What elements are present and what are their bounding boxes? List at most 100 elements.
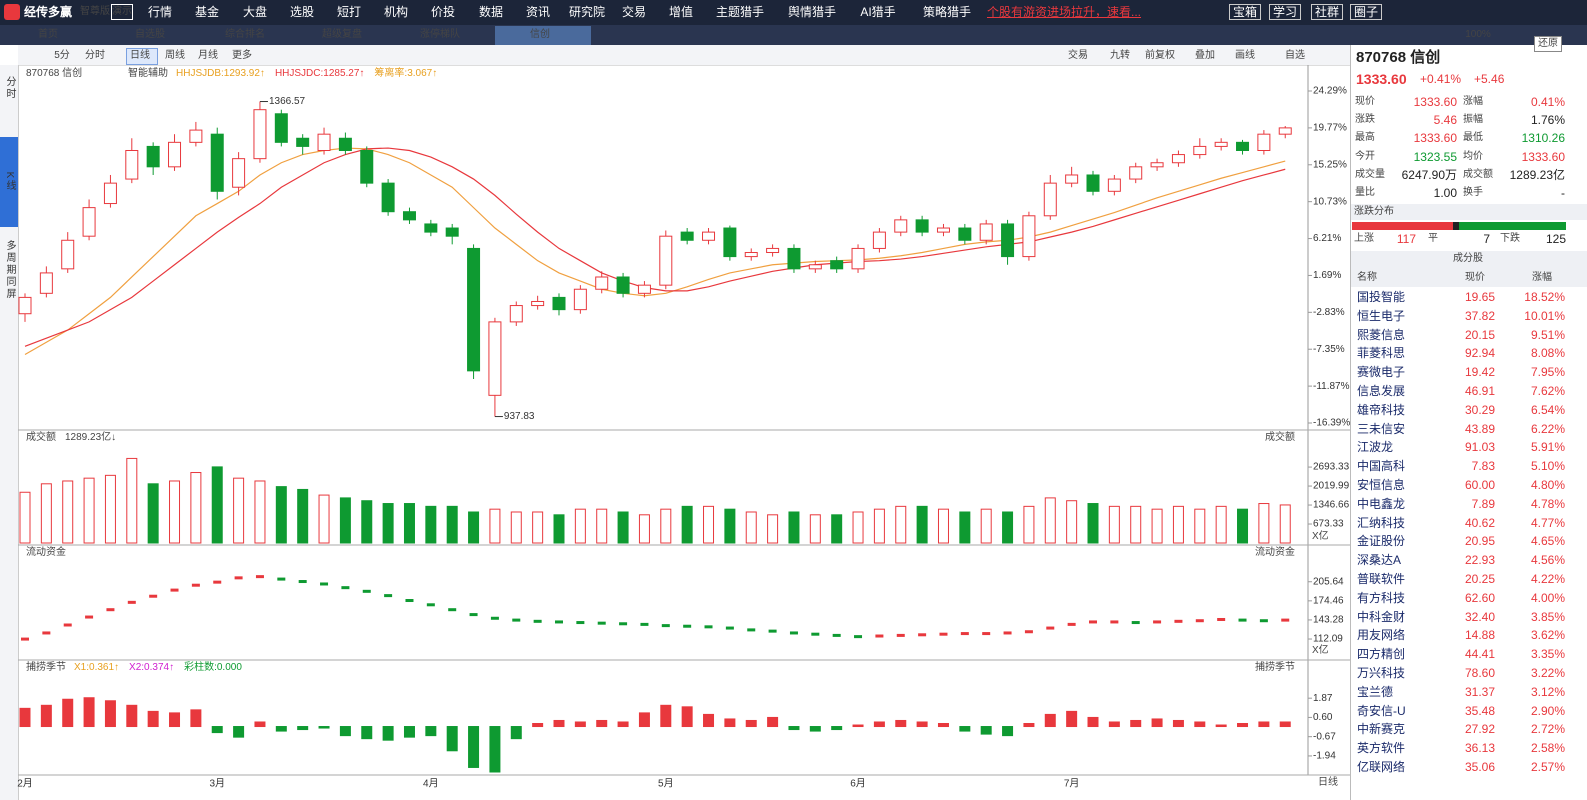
menu-item[interactable]: 大盘: [242, 5, 268, 19]
candle-body: [830, 260, 844, 270]
candle-body: [766, 247, 780, 254]
stock-change: 9.51%: [1530, 327, 1565, 342]
stock-name[interactable]: 普联软件: [1357, 572, 1406, 586]
stock-name[interactable]: 信息发展: [1357, 384, 1406, 398]
active-tab[interactable]: [495, 26, 591, 45]
period-button[interactable]: 分时: [85, 50, 105, 61]
period-button[interactable]: 5分: [54, 50, 70, 61]
stock-name[interactable]: 深桑达A: [1357, 553, 1402, 568]
stock-name[interactable]: 用友网络: [1357, 628, 1406, 643]
candle-body: [189, 129, 203, 143]
menu-item[interactable]: 价投: [430, 5, 456, 19]
stock-name[interactable]: 三未信安: [1357, 421, 1406, 436]
bar: [19, 707, 31, 728]
quote-label: 换手: [1463, 187, 1483, 198]
tool-button[interactable]: 前复权: [1145, 50, 1175, 61]
bar: [233, 726, 245, 738]
y-tick-label: 673.33: [1313, 519, 1344, 530]
bar: [574, 508, 586, 544]
stock-name[interactable]: 中科金财: [1357, 609, 1406, 624]
menu-item[interactable]: 机构: [383, 5, 409, 19]
tool-button[interactable]: 画线: [1235, 50, 1255, 61]
stock-name[interactable]: 汇纳科技: [1357, 515, 1406, 530]
stock-name[interactable]: 熙菱信息: [1357, 327, 1406, 342]
y-tick-label: 6.21%: [1313, 233, 1341, 244]
y-tick-label: 0.60: [1313, 712, 1333, 723]
tab[interactable]: 涨停梯队: [420, 29, 460, 40]
selected-period[interactable]: [126, 48, 158, 65]
tab[interactable]: 自选股: [135, 29, 165, 40]
tool-button[interactable]: 九转: [1110, 50, 1130, 61]
stock-name[interactable]: 国投智能: [1357, 290, 1406, 304]
period-button[interactable]: 更多: [232, 50, 252, 61]
menu-item[interactable]: 基金: [194, 5, 220, 19]
menu-item[interactable]: 舆情猎手: [787, 5, 837, 19]
menu-item[interactable]: 增值: [668, 5, 694, 19]
stock-name[interactable]: 中国高科: [1357, 459, 1406, 474]
period-button[interactable]: 月线: [198, 50, 218, 61]
flow-dot: [918, 633, 927, 637]
menu-item[interactable]: 短打: [336, 5, 362, 19]
stock-name[interactable]: 中新赛克: [1357, 722, 1406, 737]
candle-body: [1171, 154, 1185, 164]
menu-item[interactable]: 研究院: [568, 5, 606, 19]
tool-button[interactable]: 交易: [1068, 50, 1088, 61]
stock-name[interactable]: 万兴科技: [1357, 666, 1406, 680]
menu-item[interactable]: 行情: [147, 5, 173, 19]
notice[interactable]: 个股有游资进场拉升，速看...: [987, 5, 1142, 19]
stock-name[interactable]: 四方精创: [1357, 647, 1406, 662]
tab[interactable]: 信创: [530, 29, 550, 40]
flow-dot: [619, 622, 628, 626]
chart: 24.29% 19.77% 15.25% 10.73% 6.21% 1.69% -2.83%…: [17, 65, 1350, 790]
menu-item[interactable]: 数据: [478, 5, 504, 19]
flow-dot: [63, 623, 72, 627]
restore-tooltip[interactable]: 还原: [1534, 36, 1562, 52]
stock-change: 2.58%: [1530, 741, 1565, 756]
top-button[interactable]: 学习: [1268, 4, 1302, 20]
tool-button[interactable]: 自选: [1285, 50, 1305, 61]
candle-body: [872, 231, 886, 249]
stock-name[interactable]: 奇安信-U: [1357, 703, 1406, 718]
candle-body: [1257, 133, 1271, 151]
tool-button[interactable]: 叠加: [1195, 50, 1215, 61]
bar: [1237, 722, 1249, 728]
menu-item[interactable]: 交易: [621, 5, 647, 19]
stock-name[interactable]: 宝兰德: [1357, 684, 1394, 699]
stock-name[interactable]: 中电鑫龙: [1357, 496, 1406, 511]
sidebar-item[interactable]: K线: [4, 171, 15, 193]
stock-name[interactable]: 江波龙: [1357, 440, 1394, 455]
bar: [596, 508, 608, 544]
stock-name[interactable]: 菲菱科思: [1357, 346, 1406, 361]
stock-name[interactable]: 亿联网络: [1357, 760, 1406, 774]
stock-name[interactable]: 安恒信息: [1357, 478, 1406, 492]
tab[interactable]: 首页: [38, 29, 58, 40]
menu-item[interactable]: 主题猎手: [715, 5, 765, 19]
menu-item[interactable]: 策略猎手: [922, 5, 972, 19]
menu-item[interactable]: 选股: [289, 5, 315, 19]
sidebar-item[interactable]: 多周期同屏: [4, 240, 15, 300]
stock-name[interactable]: 雄帝科技: [1357, 402, 1406, 417]
candle-body: [1065, 174, 1079, 184]
menu-item[interactable]: 资讯: [525, 5, 551, 19]
bar: [147, 483, 159, 544]
top-button[interactable]: 宝箱: [1228, 4, 1262, 20]
sidebar-item[interactable]: 分时: [4, 76, 15, 100]
zoom: 100%: [1465, 29, 1491, 40]
stock-name[interactable]: 恒生电子: [1357, 308, 1406, 323]
period-button[interactable]: 周线: [165, 50, 185, 61]
top-button[interactable]: 圈子: [1349, 4, 1383, 20]
stock-name[interactable]: 有方科技: [1357, 590, 1406, 605]
stock-name[interactable]: 英方软件: [1357, 741, 1406, 756]
demo-badge[interactable]: 演示: [111, 4, 133, 20]
stock-name[interactable]: 金证股份: [1357, 534, 1406, 549]
y-tick-label: 1346.66: [1313, 500, 1350, 511]
top-button[interactable]: 社群: [1310, 4, 1344, 20]
panel-title: 流动资金: [26, 547, 66, 558]
tab[interactable]: 综合排名: [225, 29, 265, 40]
assist-toggle[interactable]: 智能辅助: [128, 68, 168, 79]
period-button[interactable]: 日线: [130, 50, 150, 61]
sidebar-selected[interactable]: [0, 137, 18, 227]
tab[interactable]: 超级复盘: [322, 29, 362, 40]
menu-item[interactable]: AI猎手: [860, 5, 896, 19]
stock-name[interactable]: 赛微电子: [1357, 365, 1406, 380]
